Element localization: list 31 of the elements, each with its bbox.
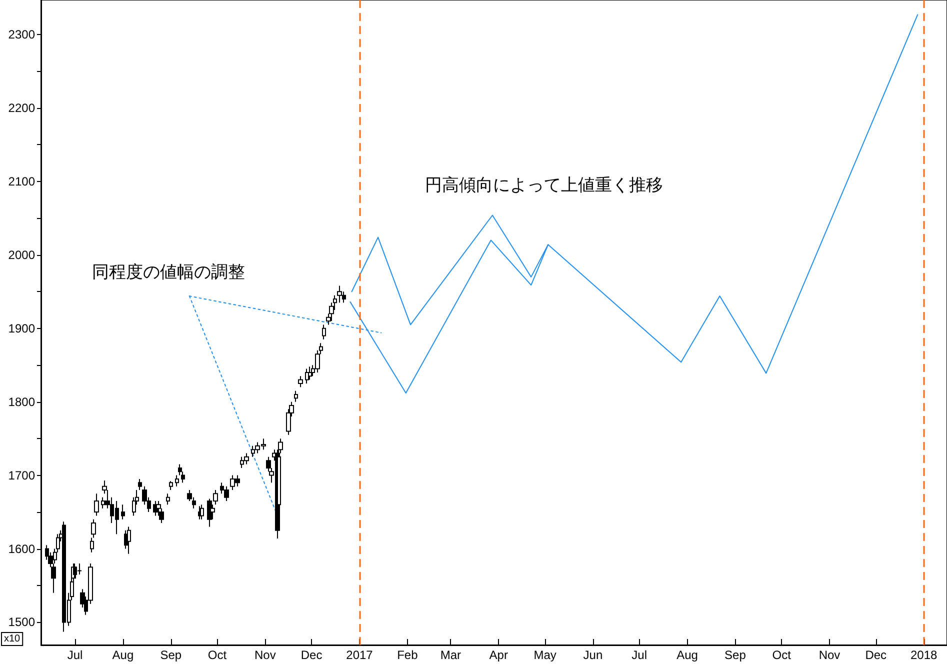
x-tick-label: Oct <box>208 648 228 662</box>
y-tick-label: 1700 <box>8 468 36 482</box>
y-tick-label: 2200 <box>8 100 36 115</box>
x-tick-label: 2018 <box>910 648 938 662</box>
x-tick-label: Feb <box>397 648 418 662</box>
x-tick-label: Dec <box>865 648 887 662</box>
x-tick-label: Nov <box>254 648 276 662</box>
y-tick-label: 2300 <box>8 28 36 42</box>
x-tick-label: Jul <box>632 648 648 662</box>
annotation: 同程度の値幅の調整 <box>92 262 245 282</box>
x-tick-label: Apr <box>489 648 508 662</box>
x-tick-label: Mar <box>440 648 462 662</box>
x-tick-label: Jul <box>67 648 83 662</box>
x-tick-label: May <box>534 648 556 662</box>
x-tick-label: 2017 <box>346 648 374 662</box>
y-tick-label: 1600 <box>8 542 36 556</box>
y-tick-label: 1900 <box>8 321 36 336</box>
annotation: 円高傾向によって上値重く推移 <box>425 176 663 196</box>
x-tick-label: Jun <box>583 648 603 662</box>
x-tick-label: Sep <box>160 648 182 662</box>
x-tick-label: Aug <box>112 648 134 662</box>
x-tick-label: Nov <box>818 648 840 662</box>
y-tick-label: 1500 <box>8 615 36 630</box>
y-axis-title: x10 <box>4 634 21 644</box>
y-tick-label: 2000 <box>8 248 36 262</box>
x-tick-label: Aug <box>676 648 698 662</box>
x-tick-label: Dec <box>300 648 322 662</box>
y-tick-label: 1800 <box>8 394 36 409</box>
x-tick-label: Sep <box>724 648 746 662</box>
x-tick-label: Oct <box>772 648 792 662</box>
y-tick-label: 2100 <box>8 174 36 188</box>
